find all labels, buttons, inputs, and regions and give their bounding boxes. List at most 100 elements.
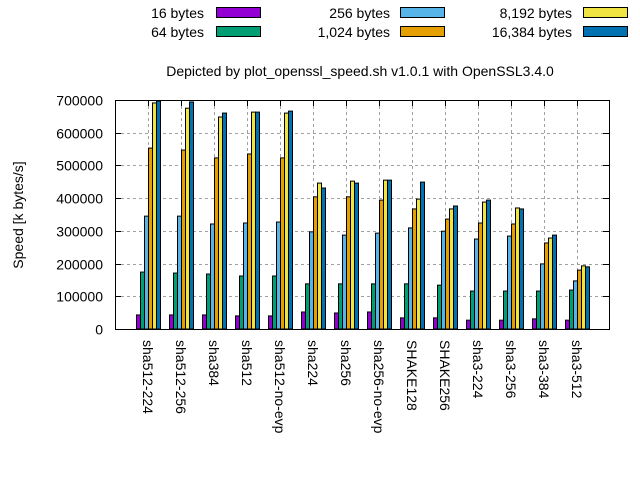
bar: [334, 312, 339, 330]
bar: [235, 315, 240, 330]
bar: [218, 116, 223, 330]
chart-title: Depicted by plot_openssl_speed.sh v1.0.1…: [166, 63, 554, 79]
bar: [309, 231, 314, 330]
bar: [313, 196, 318, 330]
bar: [449, 208, 454, 330]
bar: [416, 198, 421, 330]
legend-label: 16,384 bytes: [492, 24, 572, 40]
y-tick-label: 0: [95, 322, 103, 338]
bar: [276, 221, 281, 330]
bar: [152, 102, 157, 330]
bar: [387, 179, 392, 330]
bar: [371, 283, 376, 330]
bar: [243, 222, 248, 330]
x-tick-label: sha224: [305, 340, 321, 386]
x-tick-label: sha256: [338, 340, 354, 386]
bar: [338, 283, 343, 330]
bar: [272, 275, 277, 330]
bar: [437, 284, 442, 330]
bar: [486, 199, 491, 330]
bar: [412, 208, 417, 330]
bar: [136, 314, 141, 330]
bar: [206, 273, 211, 330]
bar: [305, 283, 310, 330]
bar: [466, 319, 471, 330]
x-tick-label: sha384: [206, 340, 222, 386]
bar: [156, 100, 161, 330]
bar: [173, 272, 178, 330]
y-tick-label: 700000: [56, 93, 103, 109]
x-axis: sha512-224 sha512-256 sha384 sha512 sha512-n…: [140, 100, 585, 434]
bar: [581, 265, 586, 330]
legend-swatch: [216, 26, 261, 37]
bar: [321, 187, 326, 330]
bar: [181, 149, 186, 330]
bar: [251, 111, 256, 330]
bar: [511, 223, 516, 330]
y-tick-label: 100000: [56, 289, 103, 305]
bar: [540, 263, 545, 330]
bar: [453, 205, 458, 330]
y-tick-label: 400000: [56, 191, 103, 207]
bar: [515, 207, 520, 330]
legend-swatch: [400, 26, 445, 37]
legend-swatch: [216, 7, 261, 18]
legend-label: 64 bytes: [151, 24, 204, 40]
bar: [445, 218, 450, 330]
legend-label: 16 bytes: [151, 5, 204, 21]
x-tick-label: sha3-384: [536, 340, 552, 399]
bar: [408, 227, 413, 330]
bar: [478, 222, 483, 330]
bar: [342, 234, 347, 330]
bar: [214, 157, 219, 330]
bar: [420, 181, 425, 330]
legend-swatch: [400, 7, 445, 18]
x-tick-label: sha512: [239, 340, 255, 386]
bar: [441, 230, 446, 330]
bar: [367, 311, 372, 330]
bar: [247, 153, 252, 330]
y-axis: 0 100000 200000 300000 400000 500000 600000 700…: [56, 93, 609, 338]
bar: [202, 314, 207, 330]
bar: [255, 111, 260, 330]
bar: [503, 290, 508, 330]
bar: [140, 271, 145, 330]
plot-frame: [115, 100, 610, 330]
bar: [532, 318, 537, 330]
x-tick-label: sha256-no-evp: [371, 340, 387, 434]
x-tick-label: SHAKE128: [404, 340, 420, 411]
bar: [585, 266, 590, 330]
bar: [185, 107, 190, 330]
y-axis-label: Speed [k bytes/s]: [10, 161, 26, 268]
bar: [317, 182, 322, 330]
bar: [148, 147, 153, 330]
bar: [536, 290, 541, 330]
x-tick-label: SHAKE256: [437, 340, 453, 411]
x-tick-label: sha3-512: [569, 340, 585, 399]
bar: [474, 238, 479, 330]
y-tick-label: 200000: [56, 257, 103, 273]
bar: [280, 157, 285, 330]
bar: [301, 311, 306, 330]
bar: [507, 235, 512, 330]
legend-label: 256 bytes: [329, 5, 390, 21]
bar: [383, 179, 388, 330]
bar: [400, 317, 405, 330]
bar: [573, 280, 578, 330]
bar: [144, 215, 149, 330]
bar: [239, 275, 244, 330]
bar: [177, 215, 182, 330]
y-tick-label: 500000: [56, 158, 103, 174]
bar: [210, 223, 215, 330]
bar: [433, 317, 438, 330]
x-tick-label: sha512-no-evp: [272, 340, 288, 434]
bar: [577, 269, 582, 330]
y-tick-label: 600000: [56, 126, 103, 142]
bar: [375, 232, 380, 330]
bar: [268, 315, 273, 330]
bar: [169, 314, 174, 330]
bar: [404, 283, 409, 330]
x-tick-label: sha512-256: [173, 340, 189, 414]
x-tick-label: sha3-224: [470, 340, 486, 399]
x-tick-label: sha512-224: [140, 340, 156, 414]
